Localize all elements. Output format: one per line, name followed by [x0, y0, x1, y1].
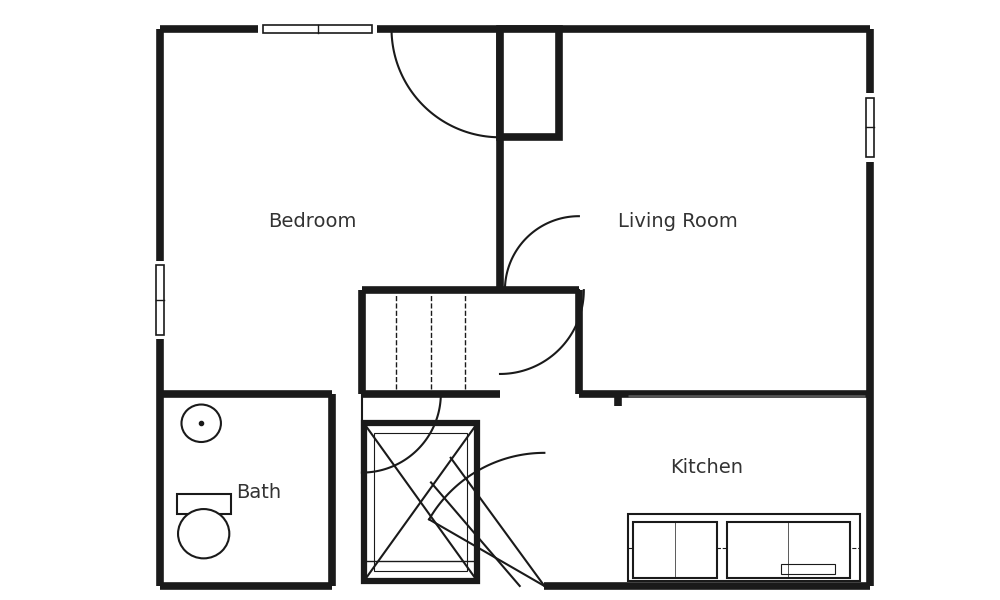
Text: Bath: Bath — [236, 483, 281, 502]
Bar — [155, 260, 165, 340]
Bar — [865, 93, 875, 162]
Bar — [374, 433, 467, 571]
Text: Bedroom: Bedroom — [268, 212, 357, 230]
Bar — [781, 564, 835, 574]
Ellipse shape — [178, 509, 229, 559]
Bar — [866, 98, 874, 157]
Bar — [263, 25, 372, 33]
Bar — [633, 522, 717, 578]
Bar — [727, 522, 850, 578]
Bar — [364, 423, 477, 581]
Text: Kitchen: Kitchen — [671, 458, 744, 477]
Ellipse shape — [181, 404, 221, 442]
Bar — [156, 265, 164, 335]
Bar — [628, 514, 860, 581]
Text: Living Room: Living Room — [618, 212, 737, 230]
Bar — [258, 24, 377, 34]
Bar — [500, 29, 559, 137]
Bar — [177, 494, 231, 514]
